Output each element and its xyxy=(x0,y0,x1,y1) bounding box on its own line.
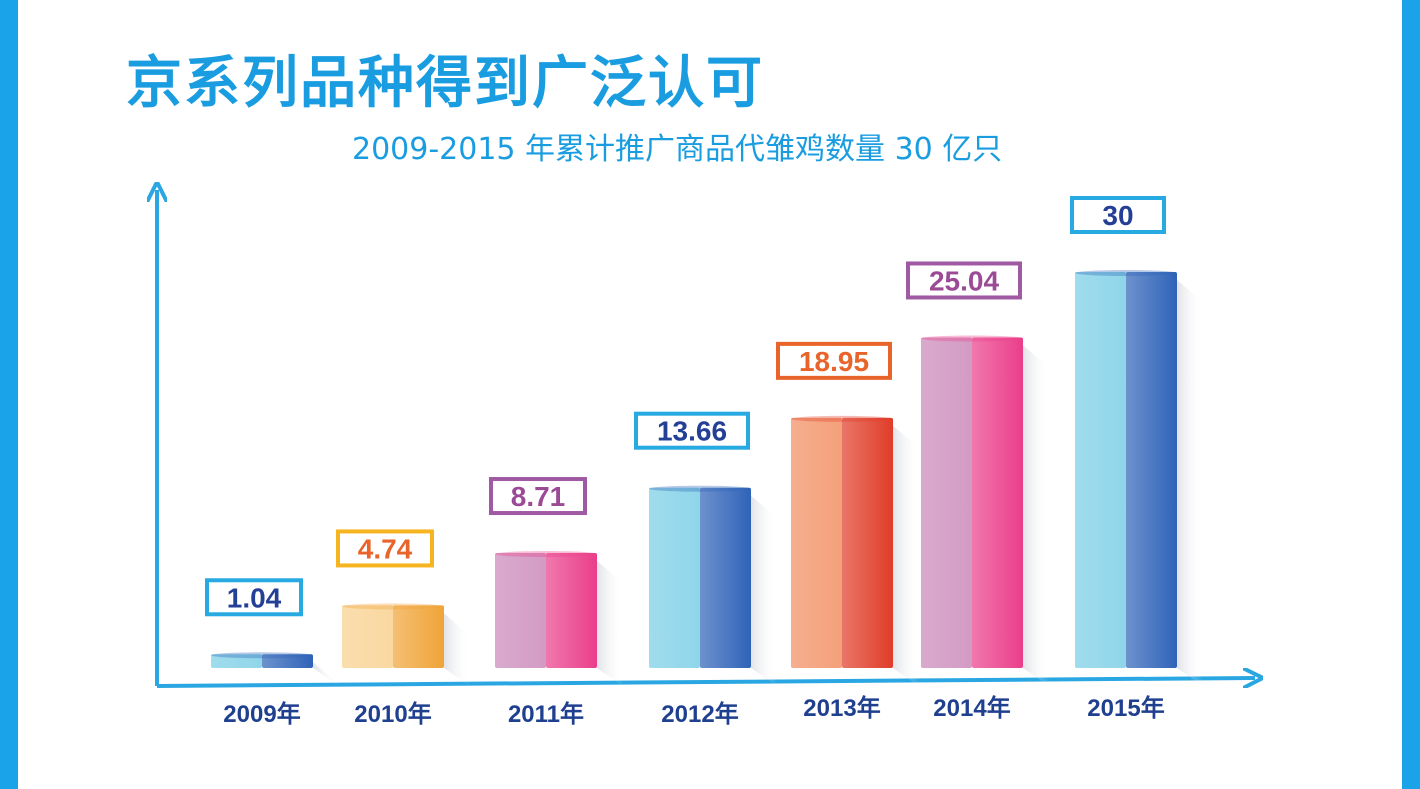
value-label-box xyxy=(906,261,1022,300)
bar-cap xyxy=(921,335,1023,342)
bar-2011年 xyxy=(495,551,623,686)
page-title: 京系列品种得到广泛认可 xyxy=(126,51,764,116)
bar-right-half xyxy=(842,417,893,668)
right-frame-border xyxy=(1402,0,1420,789)
bar-shadow xyxy=(313,662,339,686)
bar-left-half xyxy=(342,605,393,668)
x-tick-label: 2011年 xyxy=(508,700,584,728)
bar-shadow xyxy=(751,495,777,686)
bar-shadow xyxy=(893,425,919,686)
bar-2010年 xyxy=(342,603,470,686)
value-label: 25.04 xyxy=(929,265,999,296)
value-label: 4.74 xyxy=(358,533,413,564)
x-tick-label: 2014年 xyxy=(933,694,1010,722)
bar-2012年 xyxy=(649,485,777,686)
x-axis xyxy=(156,678,1255,686)
bar-2015年 xyxy=(1075,270,1203,686)
bar-right-half xyxy=(700,487,751,668)
bar-left-half xyxy=(211,654,262,668)
bar-right-half xyxy=(262,654,313,668)
bar-right-half xyxy=(972,337,1023,668)
bar-shadow xyxy=(1023,345,1049,686)
left-frame-border xyxy=(0,0,18,789)
value-label-box xyxy=(1070,196,1166,234)
bar-right-half xyxy=(546,553,597,668)
bar-2014年 xyxy=(921,335,1049,686)
bar-shadow xyxy=(597,561,623,686)
bar-cap xyxy=(791,415,893,422)
x-tick-label: 2015年 xyxy=(1087,694,1164,722)
bar-right-half xyxy=(1126,272,1177,668)
value-label: 18.95 xyxy=(799,346,869,377)
bar-left-half xyxy=(495,553,546,668)
x-tick-label: 2010年 xyxy=(354,700,431,728)
bar-left-half xyxy=(791,417,842,668)
value-label: 13.66 xyxy=(657,416,727,447)
bar-left-half xyxy=(649,487,700,668)
x-tick-label: 2009年 xyxy=(223,700,300,728)
bar-left-half xyxy=(1075,272,1126,668)
bar-2009年 xyxy=(211,652,339,686)
value-label-box xyxy=(336,529,434,568)
bar-shadow xyxy=(444,613,470,686)
value-label-box xyxy=(634,411,750,450)
value-label-box xyxy=(776,341,892,380)
bar-cap xyxy=(211,652,313,659)
value-label: 30 xyxy=(1102,200,1133,231)
bar-cap xyxy=(649,485,751,492)
value-label-box xyxy=(489,477,587,516)
x-tick-label: 2012年 xyxy=(661,700,738,728)
value-label: 8.71 xyxy=(511,481,566,512)
value-label: 1.04 xyxy=(227,582,282,613)
bar-right-half xyxy=(393,605,444,668)
bar-cap xyxy=(495,551,597,558)
bar-cap xyxy=(1075,270,1177,276)
bar-2013年 xyxy=(791,415,919,686)
bar-cap xyxy=(342,603,444,610)
bar-shadow xyxy=(1177,280,1203,686)
bar-left-half xyxy=(921,337,972,668)
chart-subtitle: 2009-2015 年累计推广商品代雏鸡数量 30 亿只 xyxy=(352,132,1003,167)
value-label-box xyxy=(205,578,303,617)
x-tick-label: 2013年 xyxy=(803,694,880,722)
